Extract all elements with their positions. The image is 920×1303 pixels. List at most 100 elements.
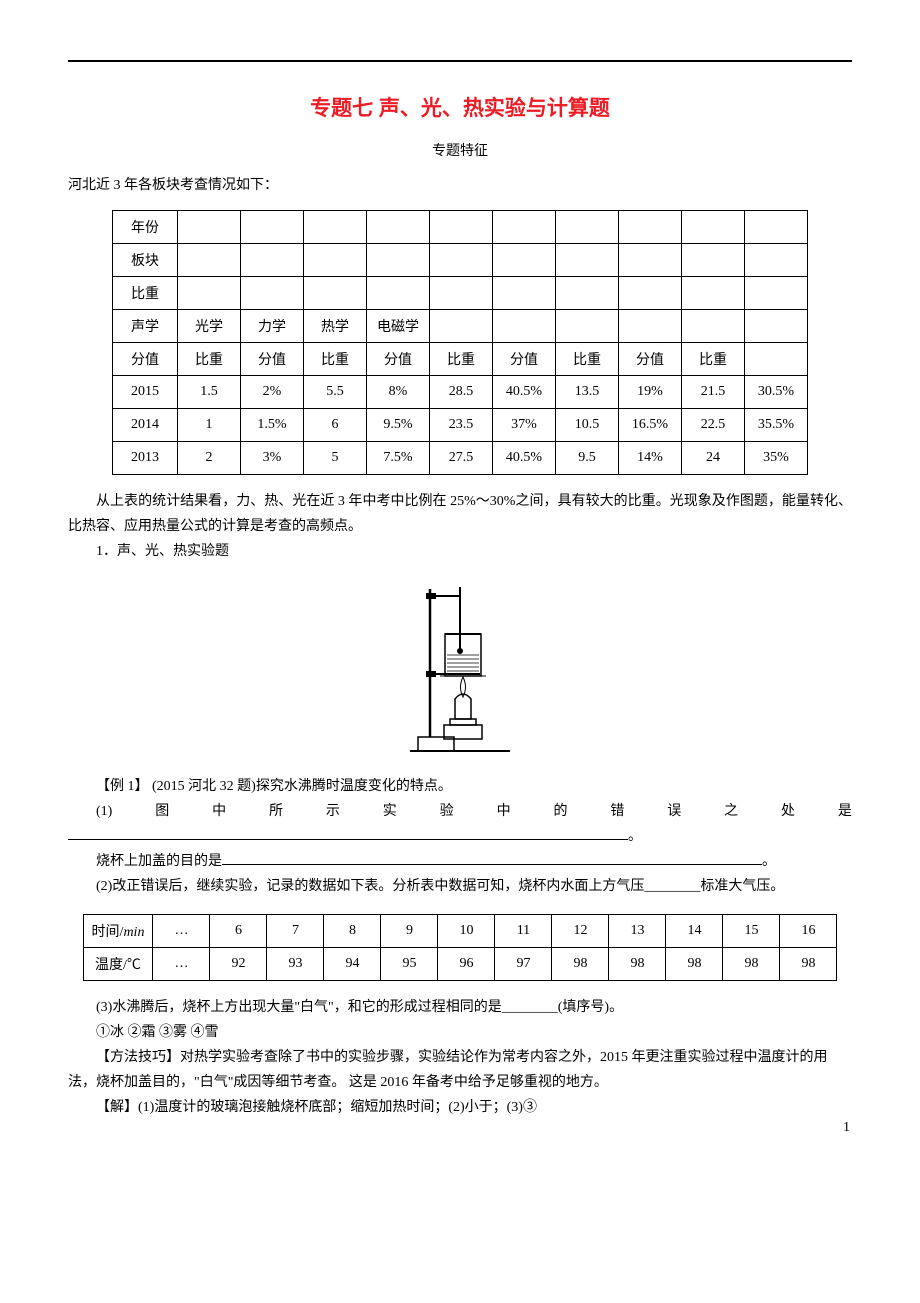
example-label: 【例 1】: [96, 779, 149, 794]
cell: 2: [178, 442, 241, 475]
cell: 8: [324, 914, 381, 947]
q1-char: 实: [383, 799, 397, 824]
cell: 98: [552, 947, 609, 980]
stats-table: 年份 板块 比重 声学 光学 力学 热学 电磁学 分值 比重 分值 比重 分值 …: [112, 210, 808, 475]
cell: 7.5%: [367, 442, 430, 475]
cell: 1: [178, 409, 241, 442]
page-number: 1: [843, 1120, 850, 1136]
cell: 2%: [241, 376, 304, 409]
answer-line: 【解】(1)温度计的玻璃泡接触烧杯底部；缩短加热时间；(2)小于；(3)③: [68, 1095, 852, 1120]
cell: 2014: [113, 409, 178, 442]
cell: 40.5%: [493, 376, 556, 409]
intro-text: 河北近 3 年各板块考查情况如下：: [68, 174, 852, 194]
subtitle: 专题特征: [68, 140, 852, 160]
q1-char: 验: [440, 799, 454, 824]
table-row: 温度/℃ … 92 93 94 95 96 97 98 98 98 98 98: [83, 947, 837, 980]
cell: 比重: [430, 343, 493, 376]
q2: (2)改正错误后，继续实验，记录的数据如下表。分析表中数据可知，烧杯内水面上方气…: [68, 874, 852, 899]
cell: 98: [780, 947, 837, 980]
cell: 37%: [493, 409, 556, 442]
cell: 1.5%: [241, 409, 304, 442]
cell: 15: [723, 914, 780, 947]
table-row: 板块: [113, 244, 808, 277]
cell: 时间/min: [83, 914, 153, 947]
method-line: 【方法技巧】对热学实验考查除了书中的实验步骤，实验结论作为常考内容之外，2015…: [68, 1045, 852, 1095]
cell: 5.5: [304, 376, 367, 409]
cell: 比重: [682, 343, 745, 376]
cell: 10: [438, 914, 495, 947]
cell: 5: [304, 442, 367, 475]
cell: 92: [210, 947, 267, 980]
cell: 13: [609, 914, 666, 947]
cell: 24: [682, 442, 745, 475]
q1-char: 是: [838, 799, 852, 824]
answer-label: 【解】: [96, 1100, 138, 1115]
table-row: 年份: [113, 211, 808, 244]
blank-underline: [68, 825, 628, 840]
page-title: 专题七 声、光、热实验与计算题: [68, 92, 852, 122]
method-text: 对热学实验考查除了书中的实验步骤，实验结论作为常考内容之外，2015 年更注重实…: [68, 1050, 828, 1090]
cell: 96: [438, 947, 495, 980]
cell: 30.5%: [745, 376, 808, 409]
cell: 分值: [241, 343, 304, 376]
q3-options: ①冰 ②霜 ③雾 ④雪: [68, 1020, 852, 1045]
table-row: 声学 光学 力学 热学 电磁学: [113, 310, 808, 343]
cell: 93: [267, 947, 324, 980]
cell: 10.5: [556, 409, 619, 442]
cell: 28.5: [430, 376, 493, 409]
answer-text: (1)温度计的玻璃泡接触烧杯底部；缩短加热时间；(2)小于；(3)③: [138, 1100, 537, 1115]
q1-char: 的: [553, 799, 567, 824]
cell: 94: [324, 947, 381, 980]
cell: 6: [304, 409, 367, 442]
cell: 3%: [241, 442, 304, 475]
cell: 2013: [113, 442, 178, 475]
q1-char: 图: [155, 799, 169, 824]
cell: 97: [495, 947, 552, 980]
cell: 分值: [619, 343, 682, 376]
cell: 27.5: [430, 442, 493, 475]
cell: 1.5: [178, 376, 241, 409]
cell: 14: [666, 914, 723, 947]
table-row: 分值 比重 分值 比重 分值 比重 分值 比重 分值 比重: [113, 343, 808, 376]
q1-char: 示: [326, 799, 340, 824]
q1-line2-pre: 烧杯上加盖的目的是: [96, 854, 222, 869]
cell: …: [153, 914, 210, 947]
cell: 19%: [619, 376, 682, 409]
q1-char: 中: [212, 799, 226, 824]
q1-char: 错: [610, 799, 624, 824]
cell: 力学: [241, 310, 304, 343]
q1-prefix: (1): [96, 799, 112, 824]
period: 。: [762, 854, 776, 869]
cell: 温度/℃: [83, 947, 153, 980]
cell: 比重: [304, 343, 367, 376]
time-temp-table: 时间/min … 6 7 8 9 10 11 12 13 14 15 16 温度…: [83, 914, 838, 981]
cell: 11: [495, 914, 552, 947]
q1-line2: 烧杯上加盖的目的是 。: [68, 849, 852, 874]
cell: 14%: [619, 442, 682, 475]
q1-blank-line: 。: [68, 824, 852, 849]
cell: 8%: [367, 376, 430, 409]
blank-underline: [222, 850, 762, 865]
top-rule: [68, 60, 852, 62]
cell: 35%: [745, 442, 808, 475]
cell: 板块: [113, 244, 178, 277]
example-source: (2015 河北 32 题): [152, 779, 256, 794]
period: 。: [628, 829, 642, 844]
cell: 16.5%: [619, 409, 682, 442]
cell: 9.5%: [367, 409, 430, 442]
q3: (3)水沸腾后，烧杯上方出现大量"白气"，和它的形成过程相同的是________…: [68, 995, 852, 1020]
cell: 声学: [113, 310, 178, 343]
q1-char: 误: [667, 799, 681, 824]
cell: 22.5: [682, 409, 745, 442]
q1-char: 中: [497, 799, 511, 824]
cell: 比重: [556, 343, 619, 376]
cell: 13.5: [556, 376, 619, 409]
table-row: 2013 2 3% 5 7.5% 27.5 40.5% 9.5 14% 24 3…: [113, 442, 808, 475]
cell: 9.5: [556, 442, 619, 475]
q1-char: 之: [724, 799, 738, 824]
cell: 热学: [304, 310, 367, 343]
summary-paragraph: 从上表的统计结果看，力、热、光在近 3 年中考中比例在 25%～30%之间，具有…: [68, 489, 852, 539]
experiment-figure: [68, 579, 852, 764]
cell: 年份: [113, 211, 178, 244]
method-label: 【方法技巧】: [96, 1050, 180, 1065]
